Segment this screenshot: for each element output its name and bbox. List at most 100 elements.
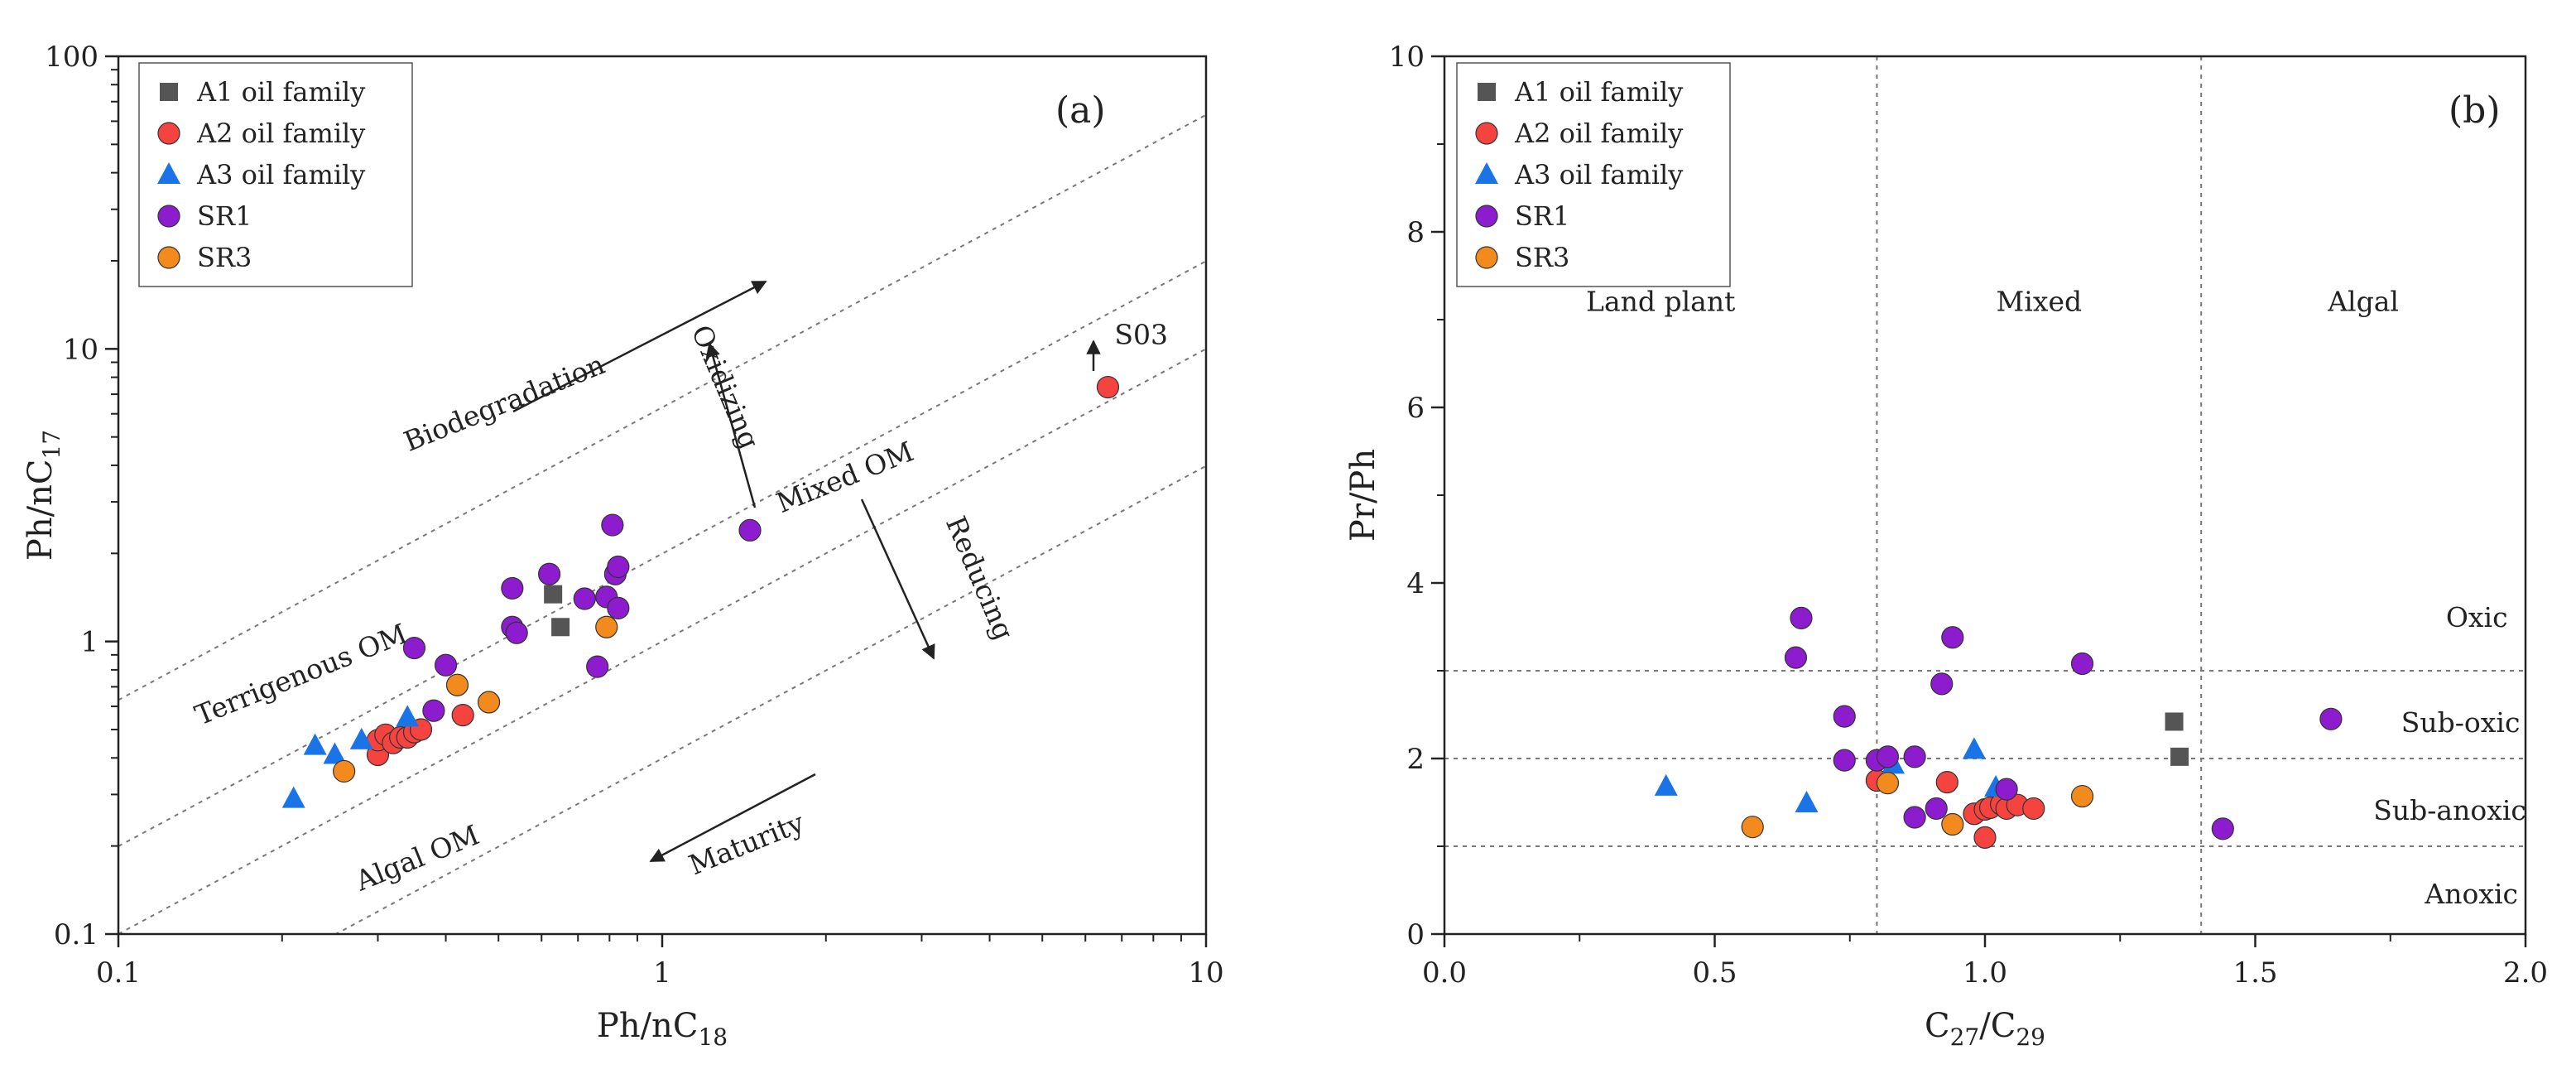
point-a2-oil-family — [451, 704, 474, 727]
region-label-sub-oxic: Sub-oxic — [2401, 706, 2521, 739]
point-sr1 — [1995, 778, 2018, 801]
legend-marker-sr1 — [1475, 205, 1498, 228]
legend-marker-sr3 — [157, 246, 180, 269]
point-sr1 — [1784, 646, 1808, 669]
region-label-oxic: Oxic — [2446, 601, 2508, 633]
point-a1-oil-family — [544, 585, 563, 604]
y-tick-label: 0 — [1406, 918, 1425, 951]
x-axis-label: C27/C29 — [1925, 1007, 2045, 1051]
annotation-reducing: Reducing — [940, 512, 1021, 645]
legend-box — [138, 62, 413, 287]
region-label-land-plant: Land plant — [1586, 285, 1735, 317]
point-a1-oil-family — [2165, 712, 2184, 731]
biodegradation-arrow — [512, 280, 767, 413]
region-labels: Land plant Mixed Algal Oxic Sub-oxic Sub-anox… — [1586, 285, 2526, 910]
x-tick-label: 2.0 — [2503, 956, 2548, 990]
point-sr1 — [2319, 707, 2343, 730]
region-label-mixed: Mixed — [1996, 285, 2082, 317]
x-tick-label: 0.5 — [1692, 956, 1737, 990]
point-sr1 — [1790, 606, 1813, 630]
x-axis-label: Ph/nC18 — [597, 1007, 728, 1051]
panel-label: (b) — [2449, 89, 2501, 132]
point-a3-oil-family — [349, 727, 373, 749]
legend-label-a1-oil-family: A1 oil family — [196, 76, 365, 108]
y-tick-label: 6 — [1406, 392, 1425, 425]
point-sr1 — [607, 555, 630, 579]
y-tick-label: 100 — [45, 41, 99, 74]
y-axis-label: Pr/Ph — [1344, 449, 1382, 542]
point-sr1 — [434, 653, 458, 677]
point-a1-oil-family — [2170, 747, 2189, 766]
point-sr1 — [1833, 749, 1856, 772]
y-tick-label: 4 — [1406, 567, 1425, 600]
x-tick-label: 0.1 — [96, 956, 141, 990]
legend-label-sr3: SR3 — [1515, 242, 1569, 273]
x-tick-label: 1.5 — [2232, 956, 2277, 990]
point-sr1 — [601, 513, 624, 537]
legend-label-a3-oil-family: A3 oil family — [196, 159, 365, 190]
point-a2-oil-family — [1973, 826, 1997, 850]
legend-label-a3-oil-family: A3 oil family — [1514, 159, 1683, 190]
annotation-maturity: Maturity — [685, 806, 810, 881]
point-sr1 — [1941, 626, 1964, 649]
legend-marker-a3-oil-family — [1475, 162, 1498, 184]
maturity-arrow — [649, 773, 816, 863]
oxidizing-arrow — [705, 342, 757, 508]
y-tick-label: 0.1 — [54, 918, 99, 951]
data-points — [281, 375, 1120, 808]
point-sr3 — [595, 615, 618, 638]
point-sr1 — [1903, 745, 1926, 768]
point-sr1 — [607, 596, 630, 620]
point-sr1 — [573, 587, 596, 610]
point-sr1 — [1925, 797, 1948, 821]
legend-label-a2-oil-family: A2 oil family — [1514, 118, 1683, 149]
arrows — [512, 280, 1101, 863]
panel-label: (a) — [1055, 89, 1106, 132]
legend: A1 oil family A2 oil family A3 oil family S… — [1456, 62, 1731, 287]
point-sr1 — [1930, 672, 1954, 696]
point-a2-oil-family — [1935, 771, 1958, 794]
point-sr1 — [402, 636, 426, 660]
y-tick-label: 8 — [1406, 216, 1425, 249]
x-tick-label: 0.0 — [1422, 956, 1467, 990]
point-sr3 — [477, 691, 501, 714]
point-sr1 — [1903, 806, 1926, 829]
annotation-oxidizing: Oxidizing — [685, 320, 767, 454]
legend-label-sr1: SR1 — [197, 200, 252, 232]
point-a3-oil-family — [1962, 737, 1986, 759]
annotation-biodegradation: Biodegradation — [399, 348, 608, 458]
legend-label-a2-oil-family: A2 oil family — [196, 118, 365, 149]
y-tick-label: 1 — [80, 626, 99, 659]
point-a2-oil-family — [2022, 797, 2045, 821]
legend-label-sr1: SR1 — [1515, 200, 1569, 232]
y-tick-label: 10 — [1389, 41, 1425, 74]
point-sr3 — [1941, 812, 1964, 836]
x-tick-label: 1.0 — [1963, 956, 2007, 990]
reducing-arrow — [860, 498, 935, 660]
region-label-sub-anoxic: Sub-anoxic — [2373, 794, 2526, 826]
annotation-algal-om: Algal OM — [350, 818, 483, 897]
point-a3-oil-family — [281, 786, 305, 808]
annotation-s03: S03 — [1114, 318, 1168, 350]
legend-marker-a2-oil-family — [157, 122, 180, 145]
legend-box — [1456, 62, 1731, 287]
point-sr1 — [505, 621, 528, 644]
point-sr1 — [501, 576, 524, 600]
y-tick-label: 2 — [1406, 743, 1425, 776]
legend: A1 oil family A2 oil family A3 oil family S… — [138, 62, 413, 287]
point-sr1 — [538, 562, 561, 585]
x-tick-label: 10 — [1188, 956, 1223, 990]
region-label-anoxic: Anoxic — [2424, 878, 2518, 910]
legend-marker-a2-oil-family — [1475, 122, 1498, 145]
point-a3-oil-family — [1795, 791, 1819, 813]
diagonal-line-3 — [118, 348, 1206, 934]
diagonal-line-1 — [118, 113, 1206, 701]
point-sr1 — [1876, 745, 1900, 768]
point-a3-oil-family — [396, 705, 420, 727]
point-sr1 — [1833, 705, 1856, 728]
annotation-terrigenous-om: Terrigenous OM — [190, 617, 411, 731]
point-sr1 — [738, 518, 762, 542]
